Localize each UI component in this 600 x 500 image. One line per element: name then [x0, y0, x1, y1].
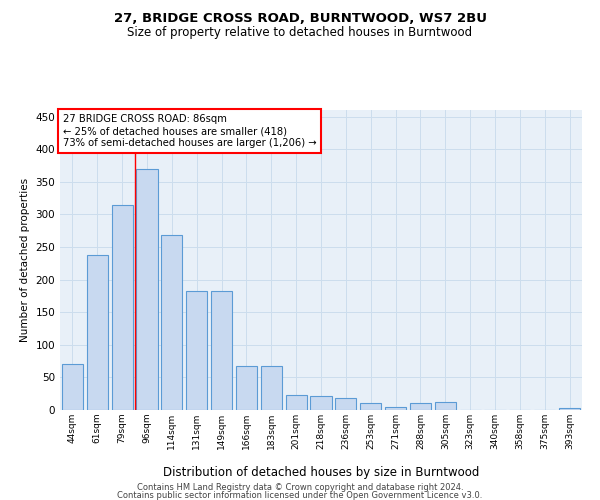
Bar [62, 364, 83, 410]
Bar [286, 395, 307, 410]
Bar [161, 235, 182, 410]
Text: 27, BRIDGE CROSS ROAD, BURNTWOOD, WS7 2BU: 27, BRIDGE CROSS ROAD, BURNTWOOD, WS7 2B… [113, 12, 487, 26]
Bar [112, 204, 133, 410]
Y-axis label: Number of detached properties: Number of detached properties [20, 178, 30, 342]
Bar [136, 168, 158, 410]
Text: Distribution of detached houses by size in Burntwood: Distribution of detached houses by size … [163, 466, 479, 479]
Text: Contains public sector information licensed under the Open Government Licence v3: Contains public sector information licen… [118, 490, 482, 500]
Bar [310, 396, 332, 410]
Bar [186, 292, 207, 410]
Bar [87, 256, 108, 410]
Bar [261, 366, 282, 410]
Bar [360, 404, 381, 410]
Bar [410, 404, 431, 410]
Bar [435, 402, 456, 410]
Text: Size of property relative to detached houses in Burntwood: Size of property relative to detached ho… [127, 26, 473, 39]
Bar [236, 366, 257, 410]
Bar [211, 292, 232, 410]
Bar [335, 398, 356, 410]
Text: 27 BRIDGE CROSS ROAD: 86sqm
← 25% of detached houses are smaller (418)
73% of se: 27 BRIDGE CROSS ROAD: 86sqm ← 25% of det… [62, 114, 316, 148]
Text: Contains HM Land Registry data © Crown copyright and database right 2024.: Contains HM Land Registry data © Crown c… [137, 483, 463, 492]
Bar [559, 408, 580, 410]
Bar [385, 406, 406, 410]
